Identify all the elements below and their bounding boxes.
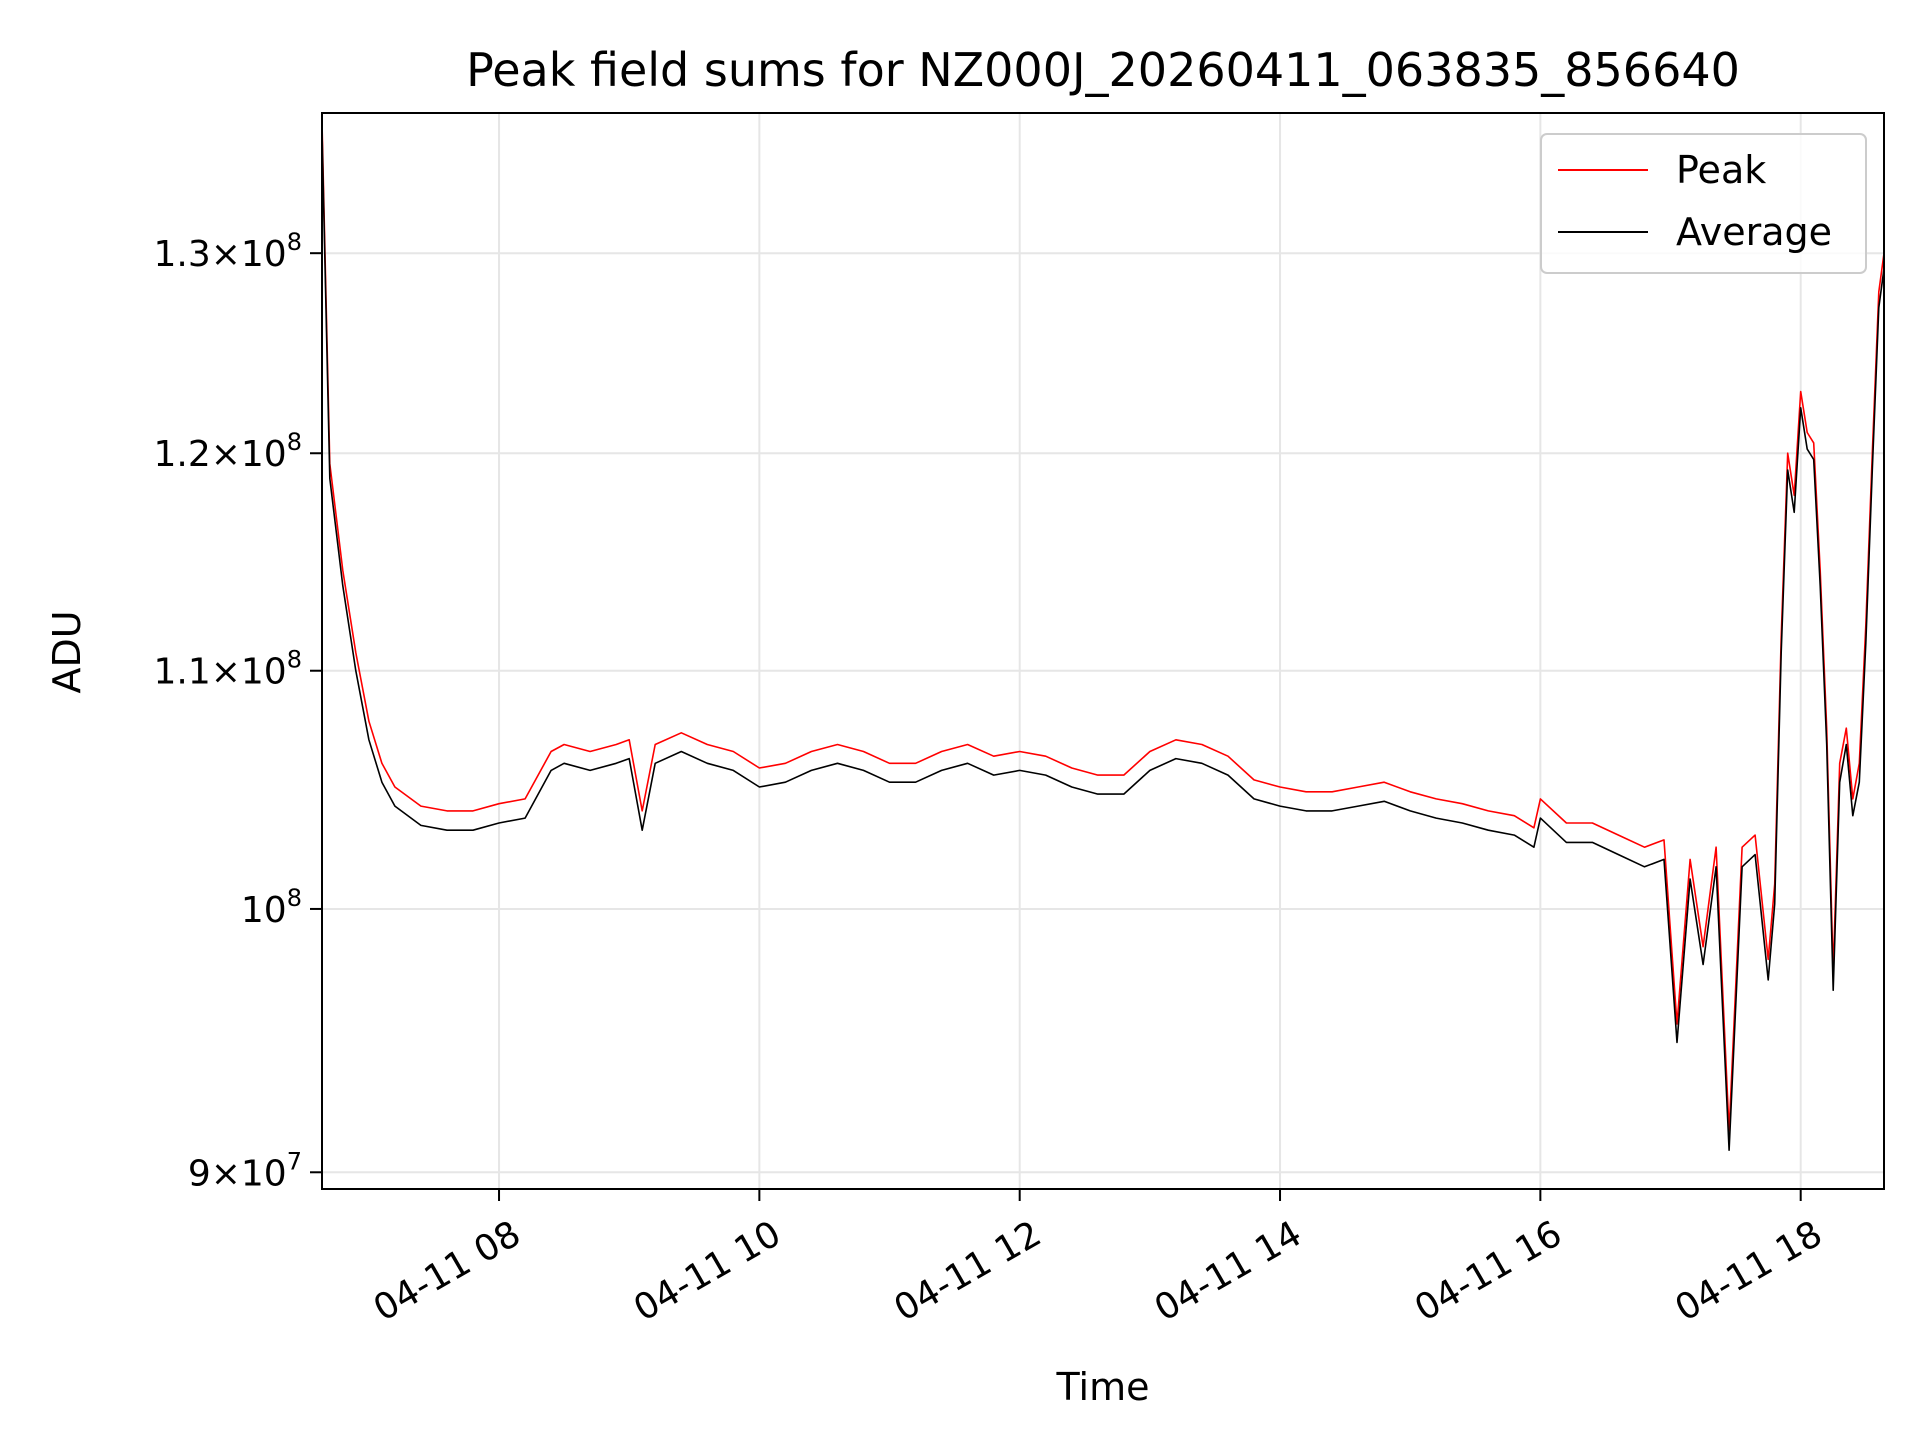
y-tick-label: 1.1×108 — [153, 646, 302, 693]
legend-box — [1540, 133, 1867, 274]
y-tick-label: 9×107 — [188, 1147, 302, 1194]
series-line-peak — [321, 122, 1885, 1132]
plot-frame — [321, 112, 1885, 1190]
series-line-average — [321, 131, 1885, 1151]
legend-average-label: Average — [1676, 210, 1832, 254]
legend: Peak Average — [1540, 133, 1867, 274]
y-tick-label: 1.3×108 — [153, 228, 302, 275]
legend-peak-label: Peak — [1676, 148, 1766, 192]
chart-title: Peak field sums for NZ000J_20260411_0638… — [466, 43, 1740, 97]
y-tick-label: 1.2×108 — [153, 428, 302, 475]
x-axis-label: Time — [1056, 1365, 1150, 1409]
series-layer — [321, 122, 1885, 1151]
y-axis-label: ADU — [45, 610, 89, 693]
